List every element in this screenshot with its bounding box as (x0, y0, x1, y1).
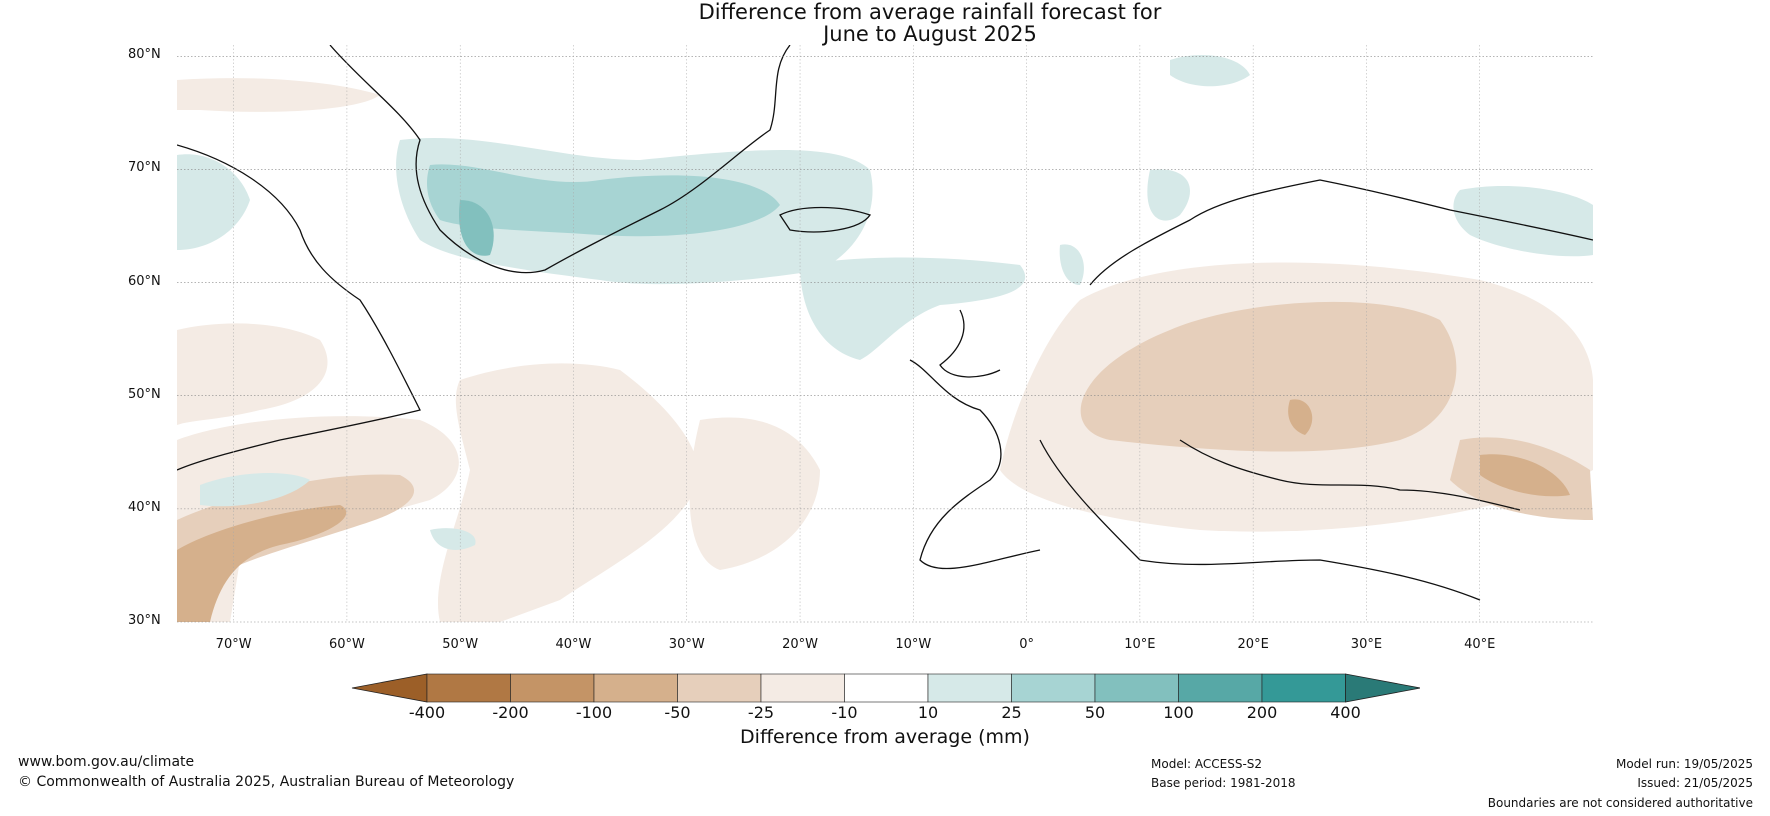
coastlines (177, 45, 1593, 601)
colorbar-extend-high (1345, 673, 1420, 703)
longitude-label: 50°W (442, 637, 479, 652)
colorbar-tick-label: -10 (831, 703, 858, 722)
colorbar-extend-low (351, 673, 428, 703)
colorbar-swatch (510, 673, 595, 703)
longitude-label: 20°E (1237, 637, 1269, 652)
longitude-label: 0° (1019, 637, 1034, 652)
colorbar-tick-label: -200 (492, 703, 529, 722)
footer-model: Model: ACCESS-S2 (1151, 757, 1263, 771)
footer-issued: Issued: 21/05/2025 (1637, 776, 1753, 790)
longitude-label: 30°E (1350, 637, 1383, 652)
latitude-label: 70°N (128, 160, 161, 176)
longitude-label: 20°W (782, 637, 818, 652)
chart-title-line2: June to August 2025 (823, 22, 1037, 46)
dry-anomaly-areas (177, 78, 1593, 622)
colorbar-tick-label: 400 (1330, 703, 1361, 722)
colorbar-tick-label: -50 (664, 703, 691, 722)
colorbar-tick-label: 10 (917, 703, 939, 722)
longitude-label: 40°E (1464, 637, 1496, 652)
colorbar-swatch (1094, 673, 1179, 703)
footer-disclaimer: Boundaries are not considered authoritat… (1487, 796, 1753, 810)
longitude-label: 10°E (1124, 637, 1156, 652)
latitude-label: 30°N (128, 613, 161, 628)
colorbar-tick-label: -100 (575, 703, 613, 722)
footer-url: www.bom.gov.au/climate (18, 754, 195, 770)
latitude-label: 60°N (128, 273, 161, 289)
colorbar-swatch (593, 673, 678, 703)
latitude-label: 80°N (128, 47, 161, 63)
colorbar-swatch (760, 673, 845, 703)
colorbar-swatch (677, 673, 762, 703)
colorbar-tick-label: 100 (1163, 703, 1194, 722)
footer-copyright: © Commonwealth of Australia 2025, Austra… (18, 774, 515, 790)
colorbar-swatch (1178, 673, 1263, 703)
colorbar-tick-label: 50 (1084, 703, 1106, 722)
colorbar-tick-label: -25 (747, 703, 775, 722)
colorbar-swatch (1011, 673, 1096, 703)
colorbar-swatch (927, 673, 1012, 703)
colorbar (351, 673, 1420, 703)
longitude-label: 10°W (895, 637, 932, 652)
colorbar-tick-label: 200 (1246, 703, 1278, 722)
wet-anomaly-areas (177, 55, 1593, 550)
latitude-label: 40°N (128, 499, 161, 515)
chart-title-line1: Difference from average rainfall forecas… (698, 0, 1162, 24)
colorbar-swatch (426, 673, 511, 703)
footer-base-period: Base period: 1981-2018 (1151, 776, 1296, 790)
graticule (177, 45, 1593, 623)
latitude-label: 50°N (128, 386, 161, 402)
colorbar-tick-label: -400 (408, 703, 446, 722)
colorbar-swatch (844, 673, 929, 703)
longitude-label: 30°W (668, 637, 705, 652)
colorbar-tick-label: 25 (1001, 703, 1022, 722)
colorbar-swatch (1261, 673, 1346, 703)
longitude-label: 70°W (215, 637, 252, 652)
colorbar-label: Difference from average (mm) (740, 726, 1030, 748)
longitude-label: 40°W (555, 637, 592, 652)
longitude-label: 60°W (328, 637, 365, 652)
footer-model-run: Model run: 19/05/2025 (1615, 757, 1753, 771)
